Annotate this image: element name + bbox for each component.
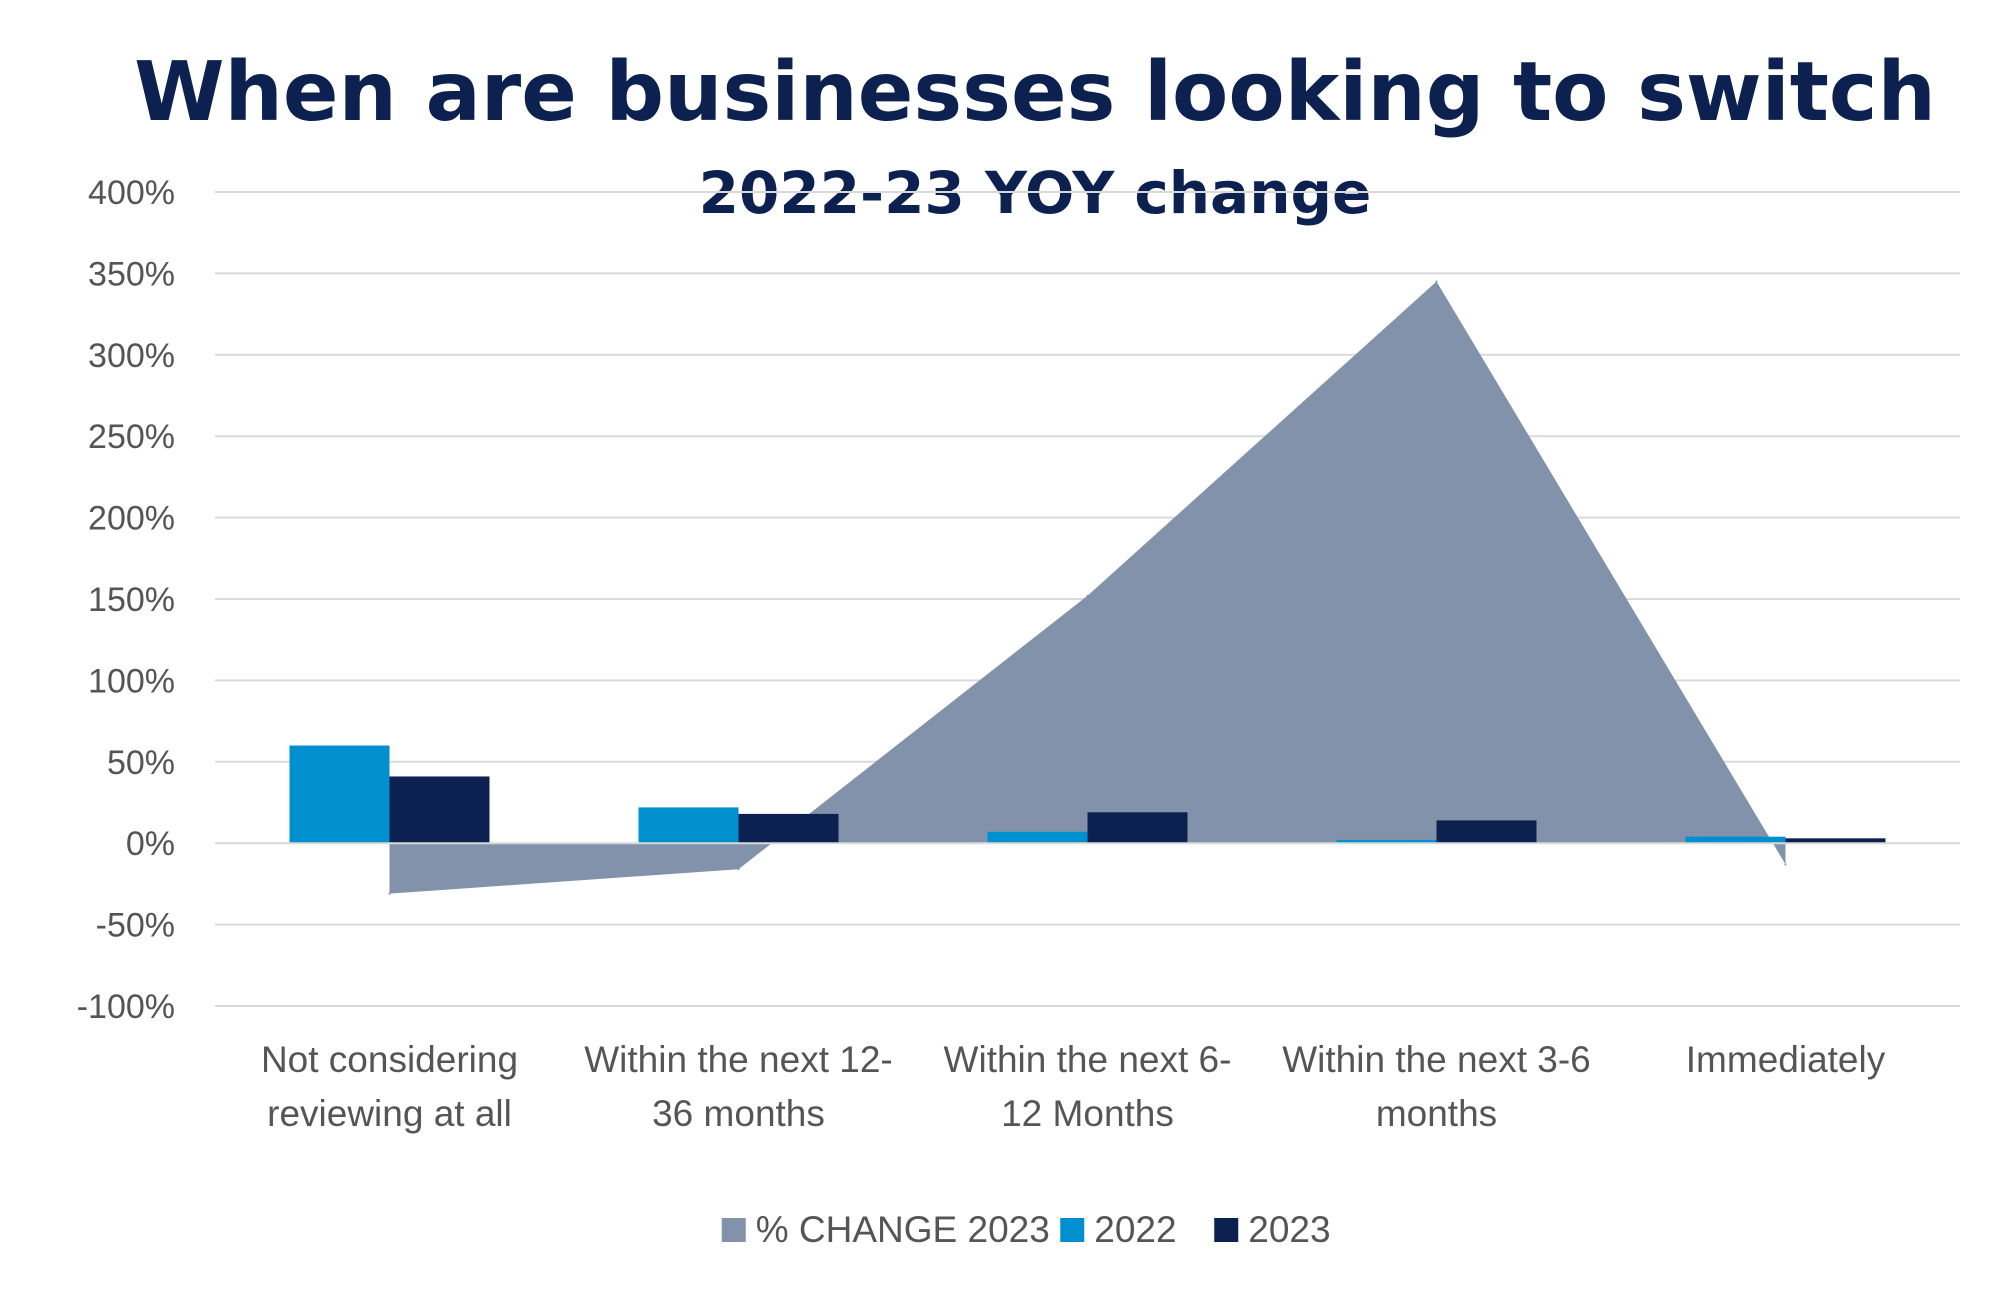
x-tick-label: Within the next 3-6: [1282, 1039, 1590, 1080]
y-tick-label: -50%: [96, 907, 175, 945]
x-tick-label: Within the next 12-: [584, 1039, 892, 1080]
y-axis: -100% -50% 0% 50% 100% 150% 200% 250% 300% 350% 40…: [77, 174, 175, 1026]
legend-label: 2023: [1248, 1209, 1330, 1250]
x-tick-label: Immediately: [1686, 1039, 1886, 1080]
x-tick-label: Within the next 6-: [944, 1039, 1232, 1080]
y-tick-label: -100%: [77, 988, 175, 1026]
area-point: [1784, 863, 1787, 866]
y-tick-label: 150%: [88, 581, 175, 619]
bar: [1336, 839, 1437, 844]
bar: [638, 807, 739, 844]
bar: [1436, 820, 1537, 844]
bar: [289, 745, 390, 844]
area-series-fill: [389, 281, 1786, 894]
legend-swatch: [1214, 1218, 1239, 1242]
bar: [1785, 838, 1886, 844]
y-tick-label: 350%: [88, 255, 175, 293]
x-tick-label: 36 months: [652, 1093, 825, 1134]
x-tick-label: 12 Months: [1001, 1093, 1174, 1134]
legend-swatch: [721, 1218, 746, 1242]
bar: [1087, 812, 1188, 844]
bar-series: [289, 745, 1886, 844]
area-point: [388, 892, 391, 895]
y-tick-label: 400%: [88, 174, 175, 212]
y-tick-label: 200%: [88, 500, 175, 538]
bar: [389, 776, 490, 844]
x-tick-label: months: [1376, 1093, 1497, 1134]
x-axis: Not considering reviewing at all Within th…: [261, 1039, 1886, 1134]
chart-title: When are businesses looking to switch: [134, 45, 1936, 140]
legend: % CHANGE 2023 2022 2023: [721, 1209, 1331, 1250]
bar: [1685, 836, 1786, 844]
y-tick-label: 50%: [107, 744, 175, 782]
area-point: [737, 868, 740, 871]
y-tick-label: 250%: [88, 418, 175, 456]
area-point: [1086, 594, 1089, 597]
legend-label: 2022: [1094, 1209, 1176, 1250]
bar: [738, 813, 839, 844]
bar: [987, 831, 1088, 844]
legend-swatch: [1060, 1218, 1085, 1242]
y-tick-label: 0%: [126, 825, 175, 863]
x-tick-label: reviewing at all: [267, 1093, 512, 1134]
y-tick-label: 100%: [88, 662, 175, 700]
legend-label: % CHANGE 2023: [756, 1209, 1050, 1250]
area-point: [1435, 280, 1438, 283]
y-tick-label: 300%: [88, 337, 175, 375]
area-series: [388, 280, 1787, 895]
x-tick-label: Not considering: [261, 1039, 518, 1080]
